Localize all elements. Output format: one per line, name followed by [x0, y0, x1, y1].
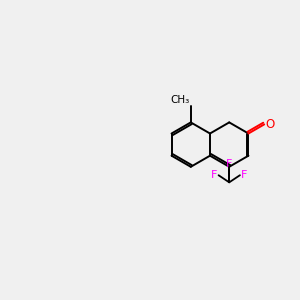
Text: CH₃: CH₃ [171, 95, 190, 105]
Text: F: F [241, 170, 248, 180]
Text: F: F [211, 170, 217, 180]
Text: F: F [226, 159, 232, 169]
Text: O: O [266, 118, 275, 131]
